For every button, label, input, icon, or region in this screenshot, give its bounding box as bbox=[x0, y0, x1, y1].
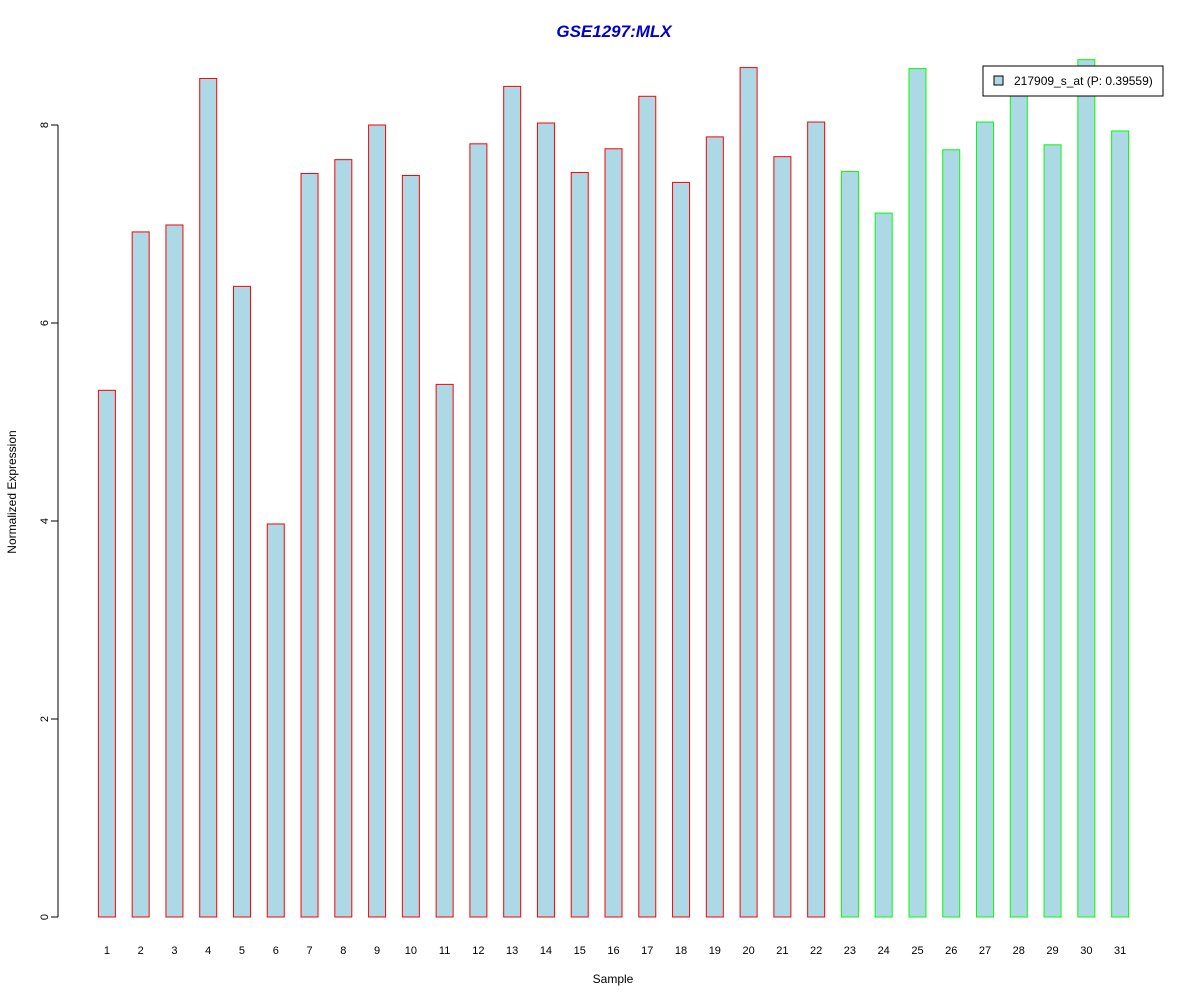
y-axis-label: Normalized Expression bbox=[5, 430, 19, 553]
legend-label: 217909_s_at (P: 0.39559) bbox=[1014, 74, 1153, 88]
bar-sample-12 bbox=[469, 143, 488, 918]
x-tick-label: 24 bbox=[878, 945, 890, 957]
x-tick-label: 5 bbox=[239, 945, 245, 957]
bar-sample-18 bbox=[672, 181, 691, 918]
bar-sample-7 bbox=[300, 173, 319, 918]
x-tick-label: 25 bbox=[911, 945, 923, 957]
x-tick-label: 29 bbox=[1046, 945, 1058, 957]
bar-sample-15 bbox=[570, 172, 589, 918]
legend-box bbox=[982, 65, 1164, 97]
chart-title: GSE1297:MLX bbox=[556, 22, 673, 41]
x-tick-label: 6 bbox=[273, 945, 279, 957]
bars bbox=[97, 59, 1130, 918]
bar-sample-14 bbox=[536, 122, 555, 918]
bar-sample-3 bbox=[165, 224, 184, 918]
bar-sample-4 bbox=[199, 77, 218, 918]
bar-sample-13 bbox=[503, 85, 522, 918]
bar-sample-26 bbox=[942, 149, 961, 918]
x-axis-label: Sample bbox=[593, 972, 634, 986]
bar-sample-6 bbox=[266, 523, 285, 918]
x-tick-label: 15 bbox=[574, 945, 586, 957]
bar-sample-9 bbox=[368, 124, 387, 918]
bar-sample-23 bbox=[840, 171, 859, 918]
bar-sample-25 bbox=[908, 68, 927, 918]
bar-sample-5 bbox=[232, 285, 251, 918]
bar-sample-31 bbox=[1111, 130, 1130, 918]
x-tick-label: 4 bbox=[205, 945, 211, 957]
bar-sample-22 bbox=[807, 121, 826, 918]
bar-sample-16 bbox=[604, 148, 623, 918]
x-tick-label: 10 bbox=[405, 945, 417, 957]
x-tick-label: 3 bbox=[171, 945, 177, 957]
x-tick-label: 2 bbox=[138, 945, 144, 957]
y-tick-label: 2 bbox=[39, 716, 51, 722]
bar-sample-2 bbox=[131, 231, 150, 918]
legend: 217909_s_at (P: 0.39559) bbox=[982, 65, 1164, 97]
x-tick-label: 18 bbox=[675, 945, 687, 957]
x-tick-label: 9 bbox=[374, 945, 380, 957]
bar-sample-24 bbox=[874, 212, 893, 918]
x-tick-label: 27 bbox=[979, 945, 991, 957]
x-tick-label: 31 bbox=[1114, 945, 1126, 957]
legend-swatch bbox=[993, 75, 1004, 86]
bar-sample-27 bbox=[976, 121, 995, 918]
bar-sample-10 bbox=[401, 174, 420, 918]
y-tick-label: 6 bbox=[39, 320, 51, 326]
bar-sample-8 bbox=[334, 159, 353, 918]
y-tick-label: 8 bbox=[39, 122, 51, 128]
x-tick-label: 8 bbox=[340, 945, 346, 957]
x-axis-tick-labels: 1 2 3 4 5 6 7 8 9 10 11 12 13 14 15 16 17 18 19 20 21 22 23 24 2… bbox=[104, 945, 1126, 957]
bar-sample-19 bbox=[705, 136, 724, 918]
y-tick-label: 4 bbox=[39, 518, 51, 524]
x-tick-label: 1 bbox=[104, 945, 110, 957]
bar-sample-21 bbox=[773, 156, 792, 918]
x-tick-label: 26 bbox=[945, 945, 957, 957]
x-tick-label: 20 bbox=[742, 945, 754, 957]
x-tick-label: 16 bbox=[607, 945, 619, 957]
bar-sample-28 bbox=[1009, 89, 1028, 918]
bar-sample-17 bbox=[638, 95, 657, 918]
x-tick-label: 11 bbox=[439, 945, 450, 957]
x-tick-label: 28 bbox=[1013, 945, 1025, 957]
bar-sample-1 bbox=[97, 389, 116, 918]
x-tick-label: 22 bbox=[810, 945, 822, 957]
y-axis: 0 2 4 6 8 bbox=[39, 122, 59, 920]
bar-sample-20 bbox=[739, 67, 758, 918]
x-tick-label: 17 bbox=[641, 945, 653, 957]
bar-sample-30 bbox=[1077, 59, 1096, 918]
x-tick-label: 19 bbox=[709, 945, 721, 957]
bar-sample-29 bbox=[1043, 144, 1062, 918]
x-tick-label: 21 bbox=[776, 945, 788, 957]
x-tick-label: 14 bbox=[540, 945, 552, 957]
y-tick-label: 0 bbox=[39, 914, 51, 920]
x-tick-label: 7 bbox=[306, 945, 312, 957]
x-tick-label: 13 bbox=[506, 945, 518, 957]
bar-sample-11 bbox=[435, 383, 454, 918]
x-tick-label: 23 bbox=[844, 945, 856, 957]
x-tick-label: 12 bbox=[472, 945, 484, 957]
x-tick-label: 30 bbox=[1080, 945, 1092, 957]
